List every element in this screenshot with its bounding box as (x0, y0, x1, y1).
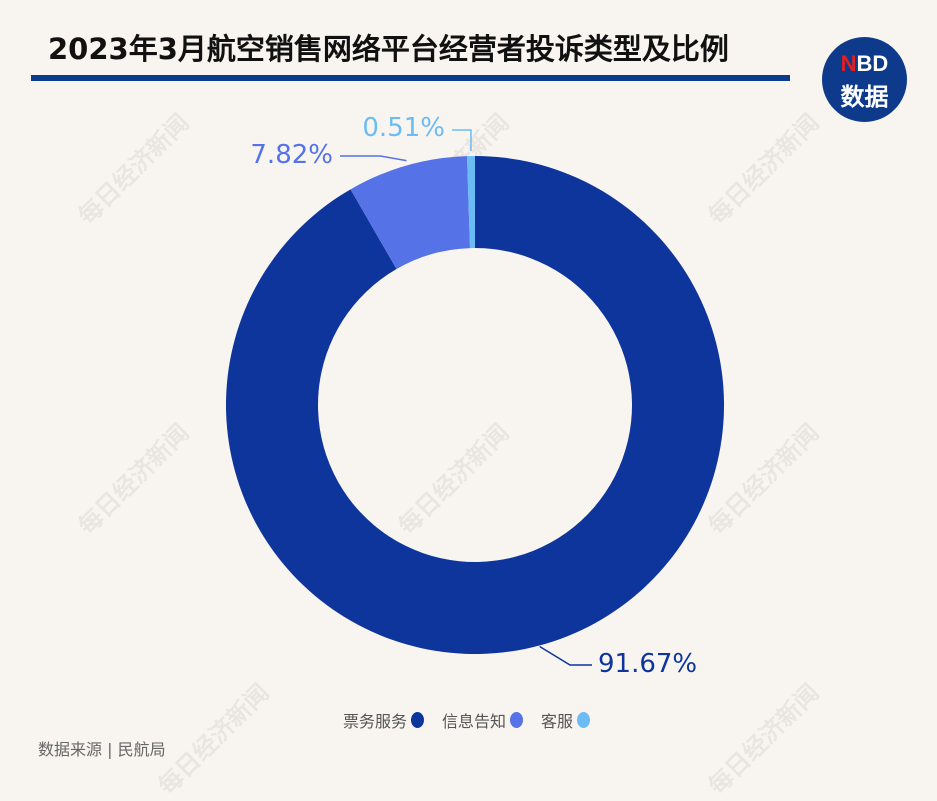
legend-dot (411, 712, 425, 728)
legend-label: 客服 (541, 712, 574, 731)
donut-slice-2[interactable] (350, 156, 470, 270)
donut-slice-3[interactable] (467, 156, 475, 249)
title-divider (31, 75, 790, 81)
donut-chart: 91.67% 7.82% 0.51% (225, 113, 724, 679)
legend-item[interactable]: 信息告知 (442, 708, 524, 732)
legend-dot (577, 712, 591, 728)
legend-item[interactable]: 票务服务 (343, 708, 425, 732)
legend-label: 信息告知 (442, 712, 507, 731)
leader-line (452, 129, 472, 152)
data-source: 数据来源 | 民航局 (38, 740, 166, 759)
logo-n: N (840, 51, 857, 76)
logo-bd: BD (856, 51, 889, 76)
legend: 票务服务 信息告知 客服 (343, 708, 591, 732)
legend-dot (510, 712, 524, 728)
leader-line (340, 155, 407, 162)
legend-item[interactable]: 客服 (541, 708, 591, 732)
logo-sub: 数据 (840, 83, 889, 111)
data-label: 7.82% (250, 140, 333, 170)
leader-line (539, 645, 592, 666)
nbd-logo: NBD 数据 (822, 37, 907, 122)
legend-label: 票务服务 (343, 712, 408, 731)
data-label: 0.51% (362, 113, 445, 143)
data-label: 91.67% (598, 649, 697, 679)
donut-slice-1[interactable] (225, 156, 724, 654)
chart-title: 2023年3月航空销售网络平台经营者投诉类型及比例 (48, 32, 729, 66)
